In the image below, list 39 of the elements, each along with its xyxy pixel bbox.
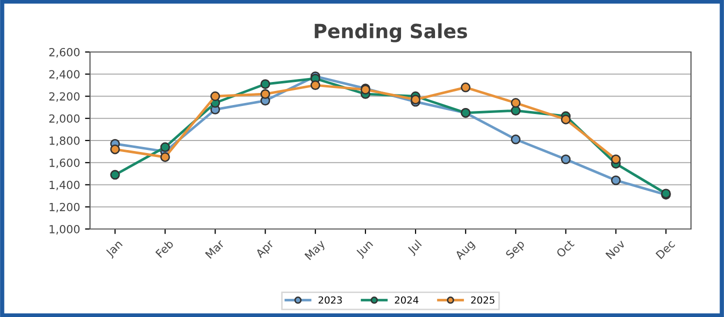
legend-label: 2024 (394, 296, 418, 304)
point (110, 144, 120, 154)
point (210, 91, 220, 102)
point (611, 154, 621, 164)
point (260, 89, 270, 99)
x-tick-label: Jul (406, 239, 424, 256)
y-tick-label: 1,000 (50, 224, 80, 235)
x-tick-label: Feb (155, 239, 174, 258)
point (560, 114, 571, 124)
x-tick-label: Jun (355, 240, 375, 259)
y-tick-label: 1,600 (50, 158, 80, 168)
x-tick-label: Mar (205, 238, 225, 259)
point (460, 82, 470, 92)
x-tick-label: Oct (556, 239, 575, 258)
legend-label: 2023 (318, 296, 342, 304)
x-tick-label: Jan (105, 240, 124, 259)
point (260, 79, 270, 89)
y-tick-label: 2,000 (49, 114, 80, 124)
y-tick-label: 1,800 (50, 136, 80, 146)
point (310, 80, 320, 90)
y-tick-label: 2,600 (49, 48, 80, 58)
chart-title: Pending Sales (314, 23, 468, 42)
point (510, 98, 521, 108)
point (160, 152, 170, 162)
y-tick-label: 2,400 (49, 70, 80, 80)
y-tick-label: 1,400 (50, 180, 80, 190)
x-tick-label: Apr (254, 238, 276, 260)
point (110, 170, 120, 180)
point (611, 175, 621, 186)
x-tick-label: Dec (656, 239, 676, 260)
point (510, 134, 521, 144)
y-tick-label: 1,200 (50, 202, 80, 212)
point (410, 94, 420, 104)
point (160, 142, 170, 152)
legend-label: 2025 (471, 296, 494, 304)
x-tick-label: Sep (505, 239, 526, 261)
point (560, 154, 571, 164)
y-tick-label: 2,200 (49, 92, 80, 102)
point (510, 106, 521, 116)
